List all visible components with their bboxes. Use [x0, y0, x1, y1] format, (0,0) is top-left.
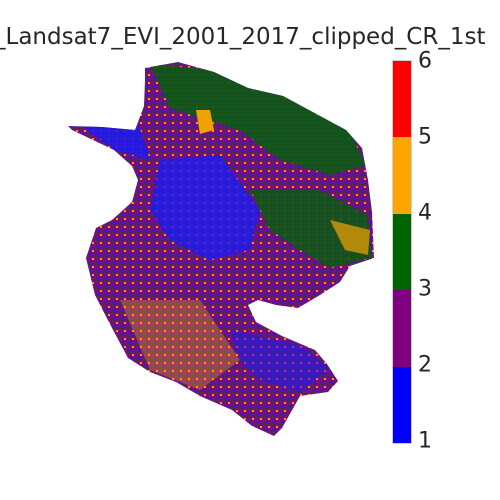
colorbar-class-3-4	[393, 213, 411, 291]
colorbar-tick-3: 3	[418, 276, 432, 302]
region-shape	[68, 62, 374, 436]
colorbar-tick-6: 6	[418, 48, 432, 74]
colorbar-tick-4: 4	[418, 200, 432, 226]
colorbar-tick-1: 1	[418, 428, 432, 454]
map-title: _Landsat7_EVI_2001_2017_clipped_CR_1st	[0, 24, 486, 50]
colorbar-tick-5: 5	[418, 124, 432, 150]
colorbar-class-2-3	[393, 290, 411, 367]
colorbar-class-1-2	[393, 366, 411, 443]
colorbar-class-4-5	[393, 137, 411, 214]
colorbar	[392, 60, 412, 444]
colorbar-class-5-6	[393, 61, 411, 138]
colorbar-tick-2: 2	[418, 352, 432, 378]
